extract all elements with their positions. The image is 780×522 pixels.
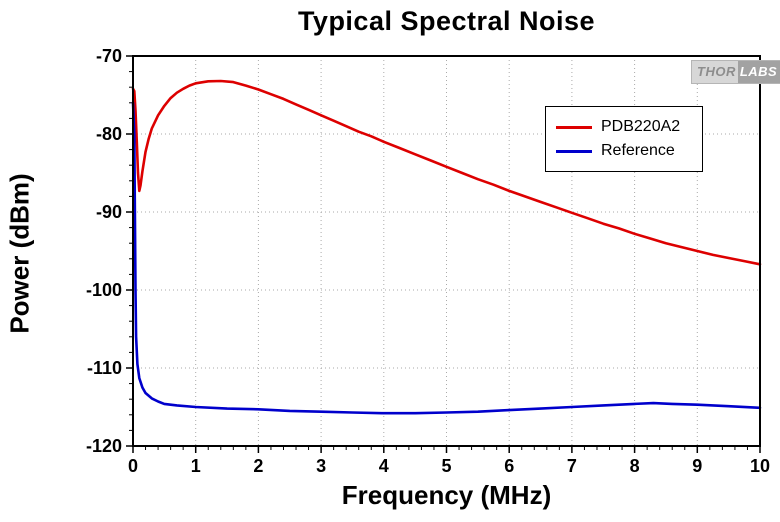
x-tick-label: 8: [630, 456, 640, 476]
legend-line-red: [556, 125, 592, 129]
x-tick-label: 10: [750, 456, 770, 476]
chart-title: Typical Spectral Noise: [297, 6, 596, 36]
x-tick-label: 3: [316, 456, 326, 476]
legend-item-pdb220a2: PDB220A2: [556, 115, 702, 139]
legend-label-pdb220a2: PDB220A2: [601, 118, 681, 135]
legend-item-reference: Reference: [556, 139, 702, 163]
x-tick-label: 6: [504, 456, 514, 476]
x-axis-label: Frequency (MHz): [341, 480, 552, 510]
y-tick-label: -90: [96, 202, 122, 222]
legend: PDB220A2 Reference: [545, 106, 703, 172]
x-tick-label: 1: [191, 456, 201, 476]
x-tick-label: 5: [441, 456, 451, 476]
thorlabs-logo: THOR LABS: [691, 60, 780, 84]
x-tick-label: 0: [128, 456, 138, 476]
series-pdb220a2: [131, 79, 762, 266]
x-tick-label: 2: [253, 456, 263, 476]
y-tick-label: -100: [86, 280, 122, 300]
y-tick-label: -80: [96, 124, 122, 144]
y-tick-label: -110: [87, 358, 122, 378]
y-tick-label: -70: [96, 46, 122, 66]
y-tick-label: -120: [86, 436, 122, 456]
logo-text-labs: LABS: [737, 61, 780, 83]
legend-label-reference: Reference: [601, 142, 675, 159]
series-reference: [131, 101, 762, 415]
logo-text-thor: THOR: [697, 64, 736, 79]
legend-line-blue: [556, 149, 592, 153]
x-tick-label: 7: [567, 456, 577, 476]
x-tick-label: 4: [379, 456, 389, 476]
x-tick-label: 9: [692, 456, 702, 476]
